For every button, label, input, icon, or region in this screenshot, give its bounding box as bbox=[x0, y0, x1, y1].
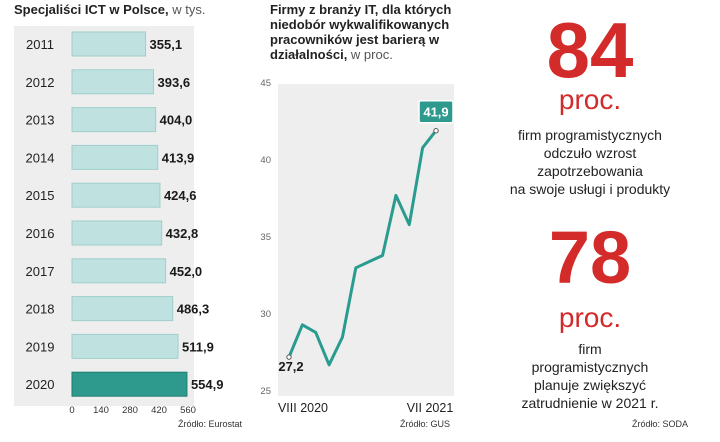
stat2-unit: proc. bbox=[558, 302, 622, 333]
bar bbox=[71, 296, 174, 322]
start-point bbox=[286, 354, 292, 360]
bar-value-label: 355,1 bbox=[150, 37, 183, 52]
bar-value-label: 393,6 bbox=[158, 75, 191, 90]
stat1-unit: proc. bbox=[558, 84, 622, 115]
bar-year-label: 2018 bbox=[26, 302, 55, 317]
last-value-label: 41,9 bbox=[423, 105, 448, 120]
series-line bbox=[287, 129, 438, 367]
y-tick-label: 25 bbox=[260, 386, 271, 397]
bar-year-label: 2017 bbox=[26, 264, 55, 279]
stat1-line: odczuło wzrost bbox=[543, 145, 637, 161]
bar-value-label: 404,0 bbox=[160, 113, 193, 128]
mid-chart-title: Firmy z branży IT, dla których niedobór … bbox=[270, 2, 452, 62]
x-tick-label: 560 bbox=[180, 405, 196, 416]
stat2-line: planuje zwiększyć bbox=[533, 377, 647, 393]
stat1-line: zapotrzebowania bbox=[537, 163, 643, 179]
bar-value-label: 511,9 bbox=[182, 339, 214, 354]
stat2-desc: firm programistycznych planuje zwiększyć… bbox=[490, 340, 690, 412]
bar bbox=[71, 31, 147, 57]
stat2-line: programistycznych bbox=[531, 359, 649, 375]
bar-value-label: 452,0 bbox=[170, 264, 203, 279]
stat1-desc: firm programistycznych odczuło wzrost za… bbox=[490, 126, 690, 198]
y-tick-label: 40 bbox=[260, 155, 271, 166]
left-source: Źródło: Eurostat bbox=[178, 419, 243, 429]
bar bbox=[71, 258, 167, 284]
stat1-number: 84 bbox=[546, 6, 634, 94]
line-panel bbox=[278, 84, 454, 396]
mid-source: Źródło: GUS bbox=[400, 419, 451, 429]
stat1-line: na swoje usługi i produkty bbox=[509, 181, 671, 197]
y-tick-label: 30 bbox=[260, 309, 271, 320]
bar bbox=[71, 69, 155, 95]
bar bbox=[71, 371, 188, 397]
stat1-line: firm programistycznych bbox=[518, 127, 662, 143]
bar-year-label: 2015 bbox=[26, 188, 55, 203]
bar bbox=[71, 182, 161, 208]
x-label-end: VII 2021 bbox=[407, 401, 454, 415]
bar-year-label: 2020 bbox=[26, 377, 55, 392]
bar-value-label: 486,3 bbox=[177, 302, 210, 317]
bar-year-label: 2012 bbox=[26, 75, 55, 90]
x-label-start: VIII 2020 bbox=[278, 401, 328, 415]
bar bbox=[71, 333, 179, 359]
bar-value-label: 424,6 bbox=[164, 188, 197, 203]
bar bbox=[71, 144, 159, 170]
bar-value-label: 413,9 bbox=[162, 150, 195, 165]
bar-year-label: 2014 bbox=[26, 150, 55, 165]
bar-year-label: 2013 bbox=[26, 113, 55, 128]
x-tick-label: 280 bbox=[122, 405, 138, 416]
bar-value-label: 554,9 bbox=[191, 377, 224, 392]
end-point bbox=[433, 128, 439, 134]
bar-year-label: 2011 bbox=[26, 37, 54, 52]
y-tick-label: 45 bbox=[260, 78, 271, 89]
bar-value-label: 432,8 bbox=[166, 226, 199, 241]
right-source: Źródło: SODA bbox=[632, 419, 689, 429]
bar-chart: 2011 355,1 2012 393,6 2013 404,0 2014 413,9 2015… bbox=[26, 31, 224, 416]
bar-year-label: 2016 bbox=[26, 226, 55, 241]
bar bbox=[71, 220, 163, 246]
stat2-number: 78 bbox=[548, 216, 632, 299]
first-value-label: 27,2 bbox=[278, 359, 303, 374]
stat2-line: zatrudnienie w 2021 r. bbox=[521, 395, 659, 411]
left-chart-title: Specjaliści ICT w Polsce, w tys. bbox=[14, 2, 206, 17]
x-tick-label: 420 bbox=[151, 405, 167, 416]
x-tick-label: 0 bbox=[69, 405, 74, 416]
y-tick-label: 35 bbox=[260, 232, 271, 243]
x-tick-label: 140 bbox=[93, 405, 109, 416]
bar-year-label: 2019 bbox=[26, 339, 55, 354]
stat2-line: firm bbox=[578, 341, 602, 357]
line-chart: 25 30 35 40 45 27,2 41,9 VIII 2020 VII 2021 bbox=[260, 78, 454, 415]
last-value-box bbox=[418, 99, 454, 124]
bar bbox=[71, 107, 157, 133]
